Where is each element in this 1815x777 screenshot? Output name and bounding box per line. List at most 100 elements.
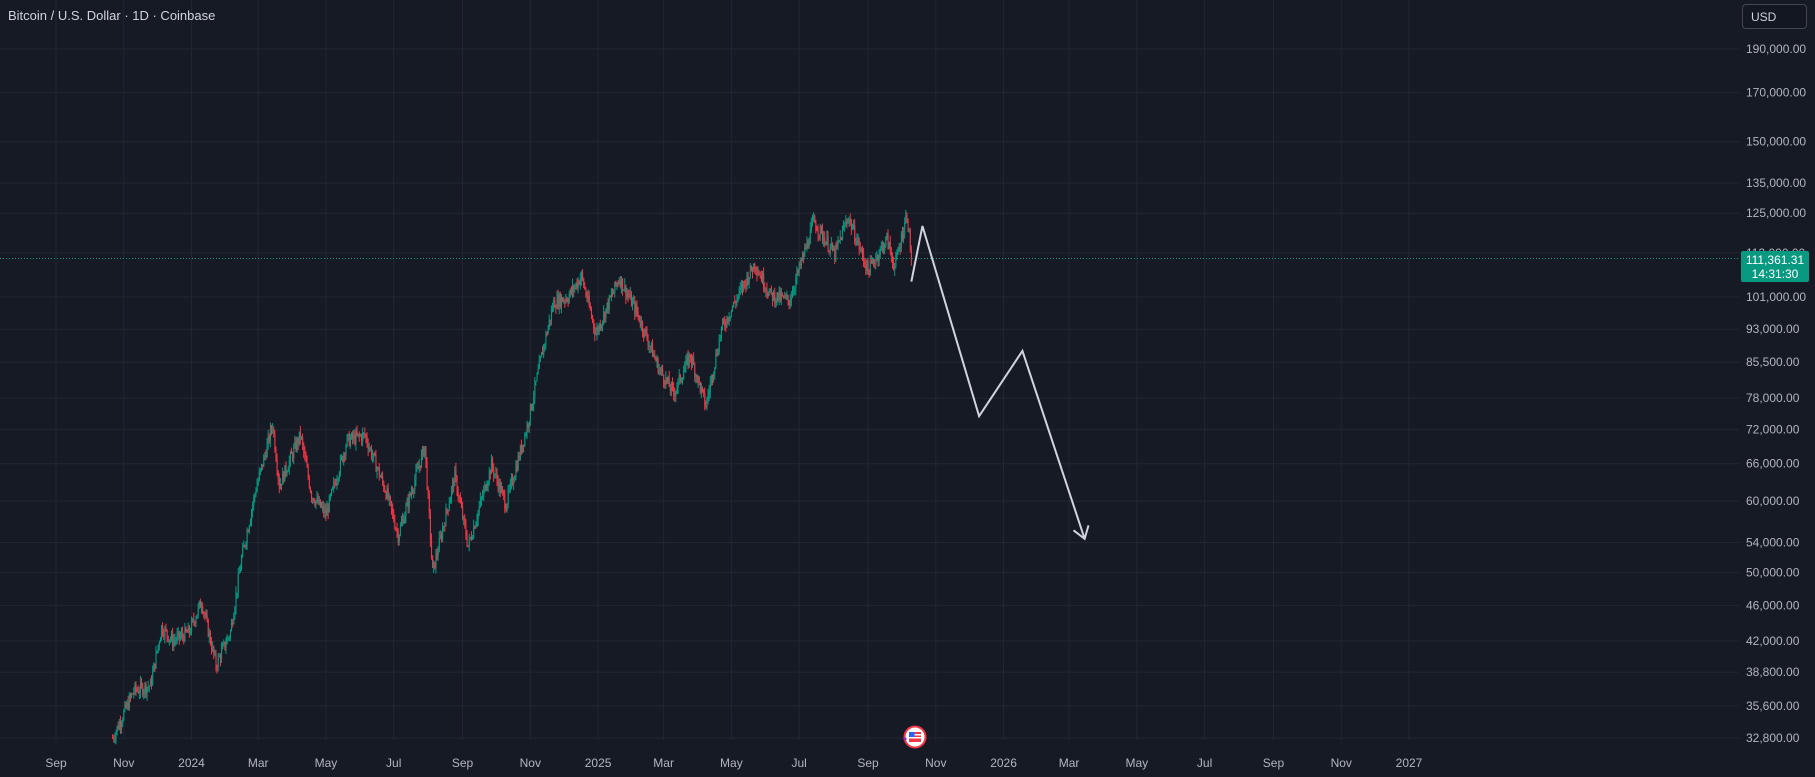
- candle-body: [763, 273, 765, 288]
- candle-body: [311, 492, 313, 500]
- candle-body: [859, 248, 861, 250]
- x-tick-label: Mar: [1059, 756, 1080, 770]
- candle-body: [478, 506, 480, 512]
- candle-body: [785, 295, 787, 297]
- candle-body: [375, 455, 377, 472]
- candle-body: [379, 476, 381, 478]
- candle-body: [606, 302, 608, 309]
- y-tick-label: 35,600.00: [1746, 699, 1800, 713]
- candle-body: [151, 680, 153, 685]
- candle-body: [656, 359, 658, 362]
- candle-body: [120, 722, 122, 727]
- candle-body: [637, 312, 639, 316]
- candle-body: [519, 445, 521, 459]
- candle-body: [802, 254, 804, 260]
- candle-body: [840, 237, 842, 240]
- candle-body: [307, 466, 309, 478]
- candle-body: [304, 452, 306, 456]
- candle-body: [588, 295, 590, 306]
- y-tick-label: 85,500.00: [1746, 355, 1800, 369]
- candle-body: [509, 482, 511, 489]
- candle-body: [837, 241, 839, 246]
- candle-body: [362, 432, 364, 442]
- candle-body: [671, 383, 673, 391]
- x-tick-label: Jul: [386, 756, 401, 770]
- candle-body: [729, 316, 731, 319]
- candle-body: [198, 601, 200, 607]
- candle-body: [161, 625, 163, 639]
- candle-body: [321, 506, 323, 508]
- candle-body: [685, 359, 687, 368]
- candle-body: [182, 632, 184, 637]
- candle-body: [862, 248, 864, 255]
- candle-body: [848, 220, 850, 222]
- candle-body: [308, 477, 310, 488]
- candle-body: [412, 491, 414, 493]
- candle-body: [408, 493, 410, 508]
- us-flag-icon[interactable]: [903, 725, 927, 749]
- candle-body: [631, 293, 633, 307]
- candle-body: [305, 455, 307, 463]
- candle-body: [863, 254, 865, 262]
- candle-body: [869, 260, 871, 276]
- candle-body: [536, 373, 538, 381]
- candle-body: [126, 701, 128, 708]
- candle-body: [493, 468, 495, 476]
- candle-body: [653, 354, 655, 357]
- candle-body: [554, 300, 556, 308]
- candle-body: [415, 470, 417, 480]
- candle-body: [416, 468, 418, 471]
- candle-body: [486, 486, 488, 491]
- candle-body: [294, 441, 296, 448]
- candle-body: [331, 489, 333, 495]
- candle-body: [512, 478, 514, 485]
- candle-body: [827, 236, 829, 251]
- candle-body: [314, 502, 316, 505]
- y-tick-label: 190,000.00: [1746, 42, 1806, 56]
- candle-body: [753, 263, 755, 272]
- candle-body: [246, 531, 248, 544]
- candle-body: [152, 671, 154, 685]
- candle-body: [608, 295, 610, 310]
- candle-body: [666, 377, 668, 382]
- candle-body: [633, 301, 635, 303]
- candle-body: [127, 701, 129, 710]
- candle-body: [799, 263, 801, 266]
- candle-body: [736, 298, 738, 304]
- candle-body: [260, 468, 262, 473]
- candle-body: [449, 497, 451, 504]
- candle-body: [439, 535, 441, 538]
- candle-body: [649, 345, 651, 347]
- candle-body: [758, 273, 760, 276]
- candle-body: [870, 260, 872, 263]
- candle-body: [790, 297, 792, 301]
- candle-body: [822, 229, 824, 240]
- candle-body: [545, 333, 547, 345]
- candle-body: [712, 375, 714, 380]
- candle-body: [138, 692, 140, 694]
- candle-body: [422, 447, 424, 454]
- candle-body: [732, 306, 734, 310]
- candle-body: [499, 482, 501, 493]
- x-tick-label: Nov: [113, 756, 134, 770]
- candle-body: [272, 428, 274, 430]
- candle-body: [894, 266, 896, 270]
- candle-body: [187, 626, 189, 633]
- candle-body: [392, 508, 394, 513]
- candle-body: [338, 473, 340, 479]
- candle-body: [814, 215, 816, 223]
- candle-body: [717, 352, 719, 356]
- candle-body: [214, 653, 216, 655]
- candle-body: [773, 291, 775, 301]
- candle-body: [248, 525, 250, 532]
- candle-body: [399, 525, 401, 535]
- candle-body: [282, 472, 284, 485]
- candle-body: [711, 375, 713, 383]
- candle-body: [296, 438, 298, 451]
- currency-button[interactable]: USD: [1742, 4, 1807, 29]
- candle-body: [648, 345, 650, 347]
- candle-body: [749, 265, 751, 278]
- candle-body: [225, 644, 227, 649]
- candle-body: [673, 386, 675, 394]
